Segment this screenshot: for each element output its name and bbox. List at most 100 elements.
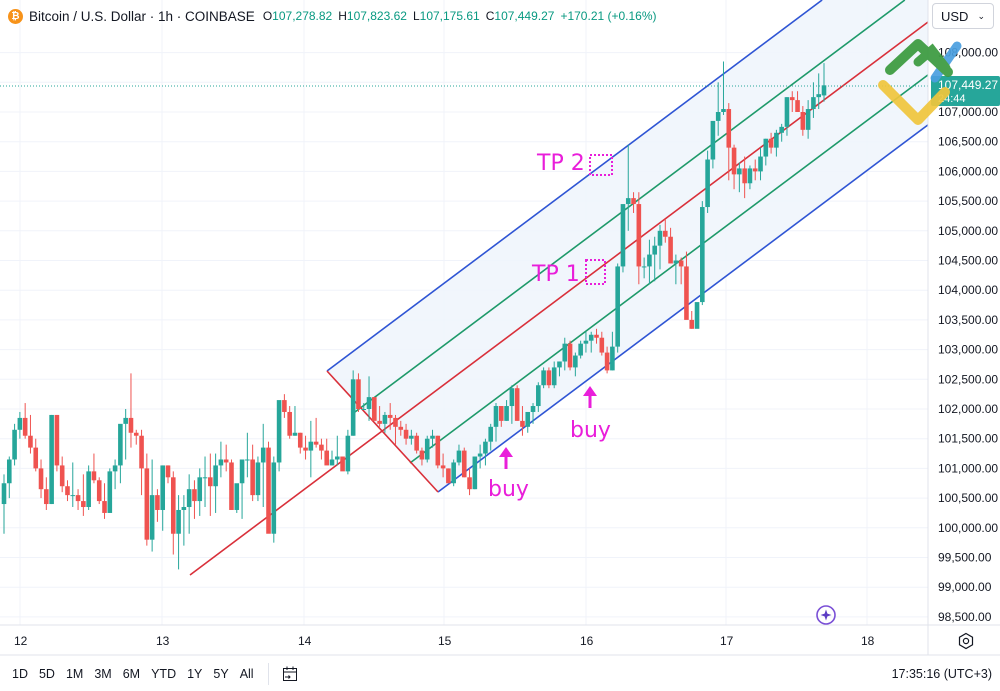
range-all[interactable]: All: [239, 667, 254, 681]
candle-body: [276, 400, 282, 463]
symbol-title[interactable]: Bitcoin / U.S. Dollar · 1h · COINBASE: [29, 8, 255, 24]
range-3m[interactable]: 3M: [94, 667, 112, 681]
candle-body: [678, 260, 684, 267]
tp2-label: TP 2: [536, 151, 585, 176]
candle-body: [133, 432, 139, 436]
price-tick-label: 103,500.00: [938, 313, 998, 327]
range-1m[interactable]: 1M: [65, 667, 84, 681]
candle-body: [329, 459, 335, 466]
bottom-toolbar: 1D 5D 1M 3M 6M YTD 1Y 5Y All 17:35:16 (U…: [0, 657, 1000, 691]
open-label: O: [262, 9, 273, 23]
candle-body: [430, 435, 435, 439]
low-value: 107,175.61: [419, 9, 480, 23]
candle-body: [594, 334, 599, 338]
range-5y[interactable]: 5Y: [213, 667, 229, 681]
candle-body: [758, 156, 763, 172]
candle-body: [398, 426, 404, 430]
candle-body: [239, 459, 245, 484]
candle-body: [223, 459, 229, 463]
high-value: 107,823.62: [346, 9, 407, 23]
price-tick-label: 105,500.00: [938, 194, 998, 208]
price-tick-label: 103,000.00: [938, 343, 998, 357]
candle-body: [625, 198, 631, 205]
bitcoin-icon: ₿: [8, 8, 23, 24]
candle-body: [641, 266, 647, 268]
candle-body: [615, 266, 620, 347]
price-tick-label: 104,000.00: [938, 283, 998, 297]
candlestick-series: [0, 61, 928, 570]
price-axis-bg: [928, 0, 1000, 655]
range-6m[interactable]: 6M: [122, 667, 141, 681]
candle-body: [334, 456, 340, 460]
candle-body: [419, 450, 425, 460]
close-label: C: [485, 9, 495, 23]
time-tick-label: 13: [156, 634, 170, 648]
candle-body: [604, 352, 610, 371]
candle-body: [710, 120, 716, 160]
candle-body: [546, 370, 552, 386]
candle-body: [467, 477, 472, 490]
time-tick-label: 14: [298, 634, 312, 648]
price-tick-label: 105,000.00: [938, 224, 998, 238]
clock-timezone[interactable]: 17:35:16 (UTC+3): [891, 667, 992, 681]
candle-body: [149, 495, 155, 540]
candle-body: [33, 447, 39, 469]
candle-body: [514, 388, 520, 421]
candle-body: [715, 112, 721, 121]
candle-body: [440, 465, 446, 469]
high-label: H: [338, 9, 347, 23]
candle-body: [446, 468, 451, 484]
candle-body: [22, 417, 28, 436]
candle-body: [382, 414, 388, 424]
candle-body: [303, 447, 308, 451]
buy1-label: buy: [488, 477, 529, 502]
candle-body: [483, 441, 488, 454]
range-1y[interactable]: 1Y: [187, 667, 203, 681]
candle-body: [366, 397, 372, 409]
candle-body: [54, 414, 60, 466]
pitchfork-channel[interactable]: [189, 0, 929, 576]
candle-body: [208, 477, 213, 487]
candle-body: [372, 397, 377, 421]
candle-body: [731, 147, 737, 175]
settings-gear-icon[interactable]: [957, 632, 975, 650]
date-range-buttons: 1D 5D 1M 3M 6M YTD 1Y 5Y All: [12, 667, 254, 681]
calendar-goto-icon[interactable]: [281, 665, 299, 683]
ohlc-values: O107,278.82 H107,823.62 L107,175.61 C107…: [263, 9, 657, 23]
candle-body: [456, 450, 462, 463]
candle-body: [562, 343, 568, 362]
candle-body: [652, 245, 658, 255]
candle-body: [86, 471, 91, 508]
candle-body: [424, 438, 430, 460]
candle-body: [49, 414, 54, 505]
candle-body: [647, 254, 652, 267]
price-tick-label: 100,500.00: [938, 491, 998, 505]
candle-body: [1, 483, 7, 505]
candle-body: [260, 447, 266, 463]
candle-body: [160, 465, 166, 510]
currency-select[interactable]: USD ⌄: [932, 3, 994, 29]
candle-body: [816, 94, 822, 98]
range-ytd[interactable]: YTD: [151, 667, 177, 681]
range-5d[interactable]: 5D: [38, 667, 55, 681]
change-value: +170.21 (+0.16%): [560, 9, 657, 23]
candle-body: [800, 112, 806, 130]
candle-body: [12, 429, 17, 460]
close-value: 107,449.27: [494, 9, 555, 23]
chevron-down-icon: ⌄: [977, 10, 985, 21]
price-tick-label: 101,500.00: [938, 432, 998, 446]
candle-body: [128, 417, 134, 433]
magic-sparkle-icon[interactable]: [815, 604, 837, 626]
current-price-label: 107,449.27: [938, 78, 998, 92]
range-1d[interactable]: 1D: [12, 667, 28, 681]
price-tick-label: 107,000.00: [938, 105, 998, 119]
candle-body: [38, 468, 44, 490]
candle-body: [789, 97, 795, 101]
candle-body: [213, 465, 218, 487]
candle-body: [461, 450, 467, 478]
candle-body: [684, 266, 689, 320]
channel-median-line: [189, 21, 929, 576]
price-tick-label: 99,000.00: [938, 580, 992, 594]
candle-body: [139, 435, 144, 469]
